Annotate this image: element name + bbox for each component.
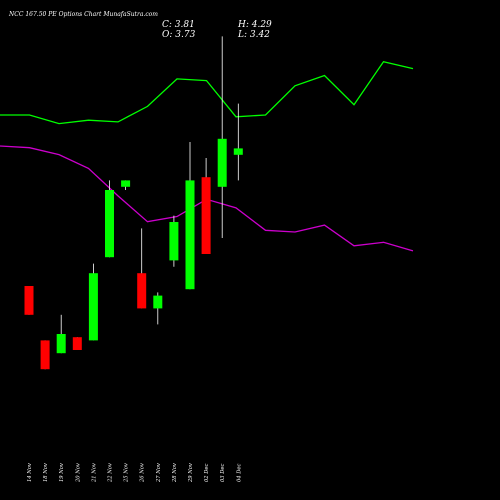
upper-indicator-line [0, 60, 414, 125]
x-tick-label: 21 Nov [91, 463, 97, 483]
x-tick-label: 28 Nov [172, 463, 178, 483]
candle [201, 158, 211, 254]
low-value: L: 3.42 [238, 30, 270, 40]
candle-body [56, 334, 66, 354]
x-tick-label: 27 Nov [156, 463, 162, 483]
candles [24, 36, 243, 370]
close-value: C: 3.81 [162, 20, 195, 30]
chart-title: NCC 167.50 PE Options Chart MunafaSutra.… [9, 11, 158, 18]
candle-body [185, 180, 195, 290]
candle [217, 36, 227, 238]
x-tick-label: 25 Nov [124, 463, 130, 483]
candle-body [217, 138, 227, 187]
candle [40, 340, 50, 370]
candle [88, 263, 98, 341]
x-tick-label: 14 Nov [27, 463, 33, 482]
candle-body [137, 273, 147, 309]
candle [72, 337, 82, 350]
candle-body [88, 273, 98, 341]
candle-body [201, 177, 211, 254]
high-value: H: 4.29 [238, 20, 272, 30]
x-tick-label: 04 Dec [236, 464, 242, 482]
x-tick-label: 02 Dec [204, 464, 210, 482]
candle [153, 292, 163, 325]
x-tick-label: 20 Nov [75, 463, 81, 483]
x-tick-label: 03 Dec [220, 464, 226, 482]
candle-body [105, 190, 114, 258]
candle-body [233, 148, 243, 155]
open-value: O: 3.73 [162, 30, 196, 40]
x-tick-label: 29 Nov [188, 463, 194, 483]
x-tick-label: 18 Nov [43, 463, 49, 482]
candle [56, 314, 66, 354]
candle [185, 142, 195, 290]
candle-body [24, 286, 34, 315]
candle [105, 180, 114, 258]
candle [121, 180, 131, 190]
candle-body [121, 180, 131, 187]
candle-body [72, 337, 82, 350]
candle [169, 215, 179, 267]
candle-body [153, 295, 163, 309]
candle [137, 228, 147, 309]
x-axis-labels: 14 Nov 18 Nov 19 Nov 20 Nov 21 Nov 22 Nov 25 N… [27, 463, 242, 483]
candle [233, 103, 243, 181]
candle [24, 286, 34, 315]
x-tick-label: 22 Nov [108, 463, 114, 483]
x-tick-label: 19 Nov [59, 463, 65, 482]
candle-body [40, 340, 50, 370]
x-tick-label: 26 Nov [140, 463, 146, 483]
candle-body [169, 222, 179, 261]
